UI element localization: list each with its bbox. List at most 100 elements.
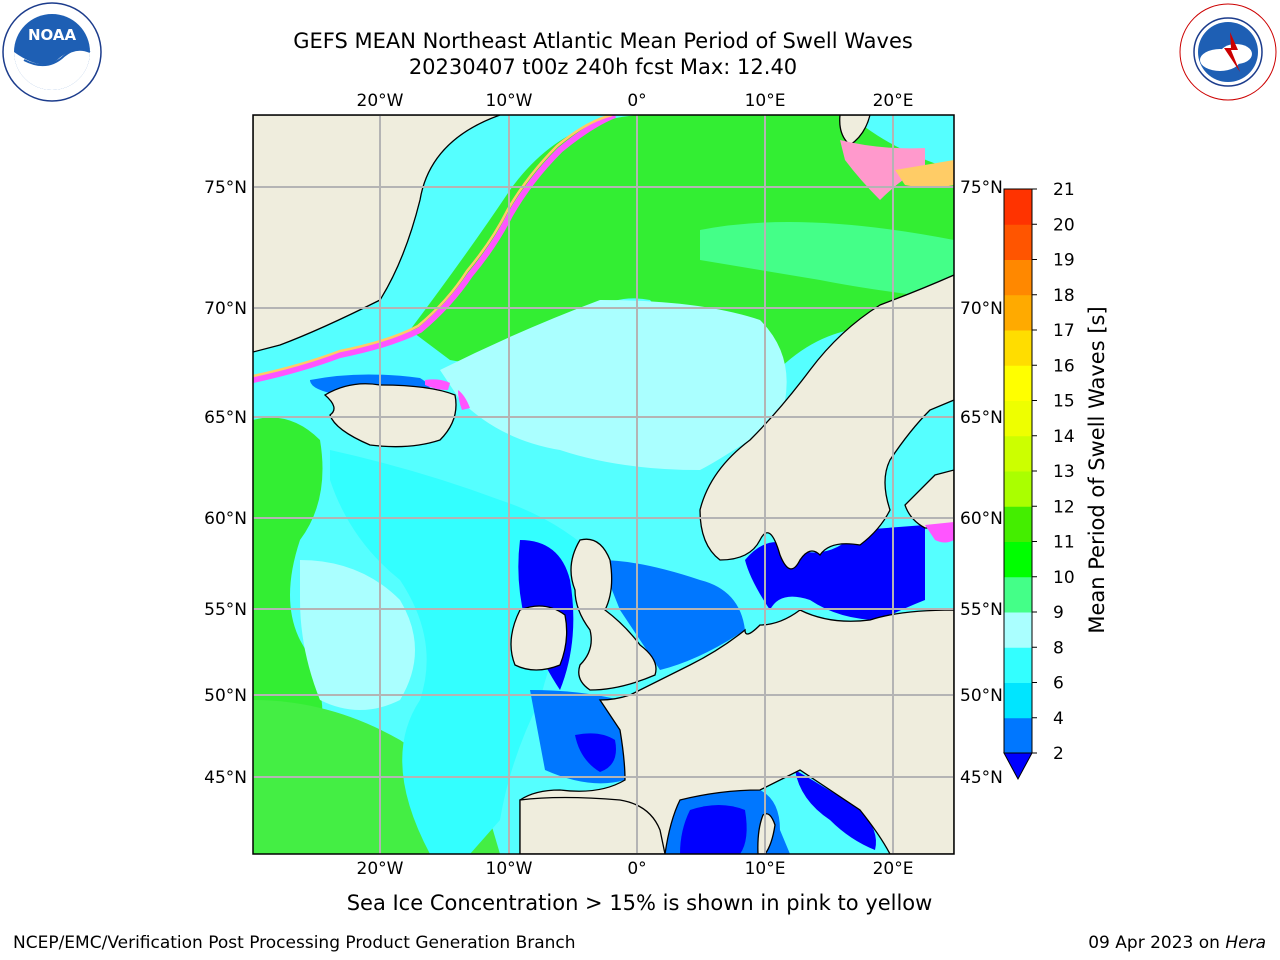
- colorbar-tick-label: 21: [1053, 180, 1075, 200]
- biscay-deep-blue: [575, 733, 616, 772]
- lat-label-60n-left: 60°N: [204, 509, 247, 529]
- mid-atlantic-light: [300, 560, 415, 710]
- lat-label-75n-left: 75°N: [204, 178, 247, 198]
- svalbard-barents-green: [700, 222, 954, 300]
- noaa-logo-text: NOAA: [28, 26, 77, 44]
- colorbar-tick-label: 15: [1053, 392, 1075, 412]
- colorbar-segment: [1004, 259, 1032, 296]
- sea-ice-barents: [895, 160, 954, 188]
- colorbar-tick-label: 10: [1053, 568, 1075, 588]
- lon-label-20w-bottom: 20°W: [357, 859, 404, 879]
- colorbar-tick-label: 9: [1053, 603, 1064, 623]
- graticule: [253, 115, 954, 854]
- great-britain-land: [570, 538, 657, 691]
- colorbar-segment: [1004, 400, 1032, 437]
- footer-organization: NCEP/EMC/Verification Post Processing Pr…: [13, 933, 576, 953]
- lon-labels-bottom: 20°W 10°W 0° 10°E 20°E: [357, 859, 914, 879]
- map-plot-area: [253, 115, 954, 854]
- colorbar-tick-label: 17: [1053, 321, 1075, 341]
- lat-label-70n-right: 70°N: [960, 299, 1003, 319]
- map-frame: [252, 114, 955, 855]
- continental-europe-land: [519, 609, 954, 854]
- sea-ice-iceland-north: [425, 379, 450, 390]
- lon-label-20w-top: 20°W: [357, 91, 404, 111]
- finland-land: [904, 469, 954, 529]
- corsica-sardinia-land: [757, 813, 776, 854]
- colorbar-tick-label: 2: [1053, 744, 1064, 764]
- colorbar-tick-label: 12: [1053, 497, 1075, 517]
- iberia-land: [519, 796, 666, 854]
- colorbar-segment: [1004, 294, 1032, 331]
- norwegian-sea-light-zone: [440, 300, 787, 470]
- lon-label-20e-bottom: 20°E: [873, 859, 914, 879]
- colorbar-segment: [1004, 330, 1032, 366]
- colorbar-segment: [1004, 717, 1032, 754]
- greenland-land: [253, 115, 501, 353]
- sea-ice-edge-greenland: [253, 115, 617, 383]
- sea-ice-svalbard: [840, 140, 925, 200]
- colorbar-tick-label: 14: [1053, 427, 1075, 447]
- lat-labels-left: 75°N 70°N 65°N 60°N 55°N 50°N 45°N: [204, 178, 247, 788]
- lat-label-70n-left: 70°N: [204, 299, 247, 319]
- colorbar-segment: [1004, 189, 1032, 225]
- lon-label-0-bottom: 0°: [627, 859, 646, 879]
- northern-sea-green-zone: [410, 115, 954, 390]
- colorbar: 2 4 6 8 9 10 11 12 13 14 15 16 17 18 19 20 21: [1003, 180, 1075, 781]
- nws-logo: [1179, 3, 1277, 101]
- lat-label-45n-right: 45°N: [960, 768, 1003, 788]
- colorbar-segment: [1004, 576, 1032, 613]
- colorbar-segment: [1004, 682, 1032, 719]
- colorbar-segment: [1004, 471, 1032, 507]
- lat-label-45n-left: 45°N: [204, 768, 247, 788]
- lat-label-55n-left: 55°N: [204, 600, 247, 620]
- lon-label-20e-top: 20°E: [873, 91, 914, 111]
- colorbar-segment: [1004, 647, 1032, 683]
- adriatic-blue: [795, 770, 876, 850]
- sea-ice-bothnia: [925, 522, 954, 543]
- colorbar-tick-label: 18: [1053, 286, 1075, 306]
- lon-label-10e-top: 10°E: [745, 91, 786, 111]
- chart-title: GEFS MEAN Northeast Atlantic Mean Period…: [293, 29, 913, 53]
- lat-label-65n-right: 65°N: [960, 408, 1003, 428]
- colorbar-tick-label: 4: [1053, 709, 1064, 729]
- footer-run-info: 09 Apr 2023 on Hera: [1088, 933, 1266, 953]
- colorbar-underflow-arrow: [1003, 752, 1033, 781]
- colorbar-segment: [1004, 365, 1032, 401]
- lat-label-50n-right: 50°N: [960, 686, 1003, 706]
- colorbar-tick-label: 13: [1053, 462, 1075, 482]
- mediterranean-deep-blue: [680, 805, 747, 854]
- lon-labels-top: 20°W 10°W 0° 10°E 20°E: [357, 91, 914, 111]
- colorbar-tick-label: 6: [1053, 674, 1064, 694]
- sea-ice-edge-greenland-yellow: [253, 115, 613, 378]
- ireland-land: [510, 605, 568, 671]
- lat-label-65n-left: 65°N: [204, 408, 247, 428]
- land-layer: [253, 115, 954, 854]
- colorbar-segment: [1004, 224, 1032, 260]
- lat-label-75n-right: 75°N: [960, 178, 1003, 198]
- colorbar-tick-label: 8: [1053, 638, 1064, 658]
- sea-ice-note: Sea Ice Concentration > 15% is shown in …: [346, 891, 933, 915]
- colorbar-tick-label: 19: [1053, 251, 1075, 271]
- colorbar-tick-label: 16: [1053, 356, 1075, 376]
- lat-label-55n-right: 55°N: [960, 600, 1003, 620]
- lon-label-10w-bottom: 10°W: [486, 859, 533, 879]
- colorbar-segment: [1004, 541, 1032, 578]
- chart-subtitle: 20230407 t00z 240h fcst Max: 12.40: [408, 55, 798, 79]
- lat-label-50n-left: 50°N: [204, 686, 247, 706]
- lon-label-10e-bottom: 10°E: [745, 859, 786, 879]
- lat-label-60n-right: 60°N: [960, 509, 1003, 529]
- lon-label-0-top: 0°: [627, 91, 646, 111]
- colorbar-tick-label: 20: [1053, 215, 1075, 235]
- colorbar-segment: [1004, 435, 1032, 472]
- colorbar-segment: [1004, 506, 1032, 542]
- colorbar-label: Mean Period of Swell Waves [s]: [1085, 306, 1109, 634]
- colorbar-segment: [1004, 612, 1032, 648]
- noaa-logo: NOAA: [2, 2, 102, 102]
- lat-labels-right: 75°N 70°N 65°N 60°N 55°N 50°N 45°N: [960, 178, 1003, 788]
- footer-date: 09 Apr 2023 on: [1088, 933, 1226, 953]
- lon-label-10w-top: 10°W: [486, 91, 533, 111]
- sea-ice-iceland-east: [458, 390, 470, 410]
- colorbar-tick-label: 11: [1053, 533, 1075, 553]
- footer-machine: Hera: [1225, 933, 1266, 953]
